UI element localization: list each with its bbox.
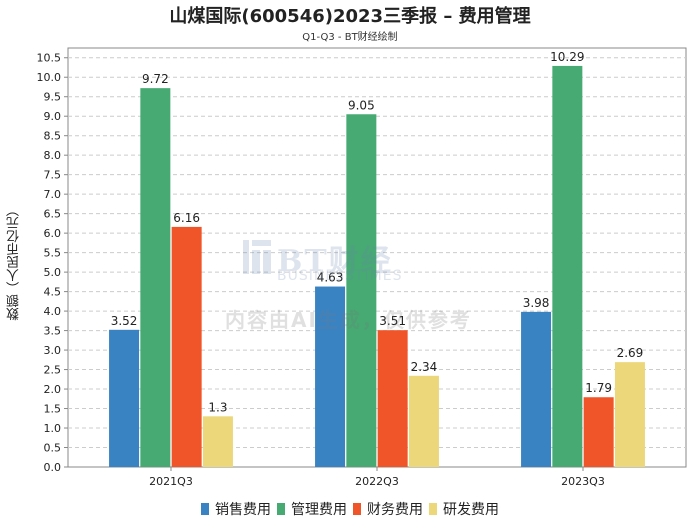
- legend-label: 研发费用: [443, 502, 499, 518]
- y-tick-label: 6.0: [44, 227, 62, 240]
- bar: [346, 114, 377, 467]
- y-tick-label: 0.5: [44, 442, 62, 455]
- legend: 销售费用 管理费用 财务费用 研发费用: [0, 499, 700, 519]
- bar: [171, 226, 202, 467]
- bar-value-label: 10.29: [550, 50, 584, 64]
- bar-value-label: 3.98: [523, 296, 550, 310]
- bar-value-label: 9.05: [348, 98, 375, 112]
- x-tick-label: 2022Q3: [355, 475, 399, 488]
- bar: [377, 330, 408, 467]
- x-tick-label: 2021Q3: [149, 475, 193, 488]
- y-tick-label: 2.0: [44, 383, 62, 396]
- y-tick-label: 7.5: [44, 169, 62, 182]
- x-tick-label: 2023Q3: [561, 475, 605, 488]
- legend-swatch: [277, 503, 285, 515]
- bar-value-label: 1.3: [208, 400, 227, 414]
- bar: [583, 397, 614, 467]
- bar-value-label: 3.52: [111, 314, 138, 328]
- bar: [552, 65, 583, 467]
- y-tick-label: 5.0: [44, 266, 62, 279]
- chart-subtitle: Q1-Q3 - BT财经绘制: [302, 32, 398, 43]
- y-tick-label: 4.5: [44, 286, 62, 299]
- bar: [202, 416, 233, 467]
- legend-swatch: [353, 503, 361, 515]
- bar: [614, 362, 645, 467]
- y-tick-label: 7.0: [44, 188, 62, 201]
- chart-title: 山煤国际(600546)2023三季报 – 费用管理: [169, 6, 531, 27]
- y-tick-label: 9.5: [44, 91, 62, 104]
- legend-item: 研发费用: [429, 499, 499, 519]
- bar-value-label: 2.69: [617, 346, 644, 360]
- bar: [140, 88, 171, 467]
- y-tick-label: 1.0: [44, 422, 62, 435]
- y-tick-label: 10.0: [37, 71, 62, 84]
- bar: [315, 286, 346, 467]
- legend-item: 管理费用: [277, 499, 347, 519]
- y-tick-label: 5.5: [44, 247, 62, 260]
- bar-value-label: 2.34: [411, 360, 438, 374]
- y-tick-label: 6.5: [44, 208, 62, 221]
- legend-swatch: [429, 503, 437, 515]
- legend-label: 财务费用: [367, 502, 423, 518]
- bar-value-label: 1.79: [585, 381, 612, 395]
- y-tick-label: 8.5: [44, 130, 62, 143]
- bar: [521, 311, 552, 467]
- legend-item: 财务费用: [353, 499, 423, 519]
- bar-value-label: 3.51: [379, 314, 406, 328]
- y-tick-label: 1.5: [44, 403, 62, 416]
- bar: [408, 375, 439, 467]
- y-tick-label: 10.5: [37, 52, 62, 65]
- legend-item: 销售费用: [201, 499, 271, 519]
- legend-swatch: [201, 503, 209, 515]
- y-tick-label: 2.5: [44, 364, 62, 377]
- bar-value-label: 6.16: [173, 211, 200, 225]
- bar: [109, 329, 140, 467]
- y-tick-label: 4.0: [44, 305, 62, 318]
- y-tick-label: 0.0: [44, 461, 62, 474]
- bar-value-label: 4.63: [317, 271, 344, 285]
- legend-label: 管理费用: [291, 502, 347, 518]
- y-tick-label: 9.0: [44, 110, 62, 123]
- y-tick-label: 3.5: [44, 325, 62, 338]
- bar-value-label: 9.72: [142, 72, 169, 86]
- y-tick-label: 3.0: [44, 344, 62, 357]
- legend-label: 销售费用: [215, 502, 271, 518]
- y-tick-label: 8.0: [44, 149, 62, 162]
